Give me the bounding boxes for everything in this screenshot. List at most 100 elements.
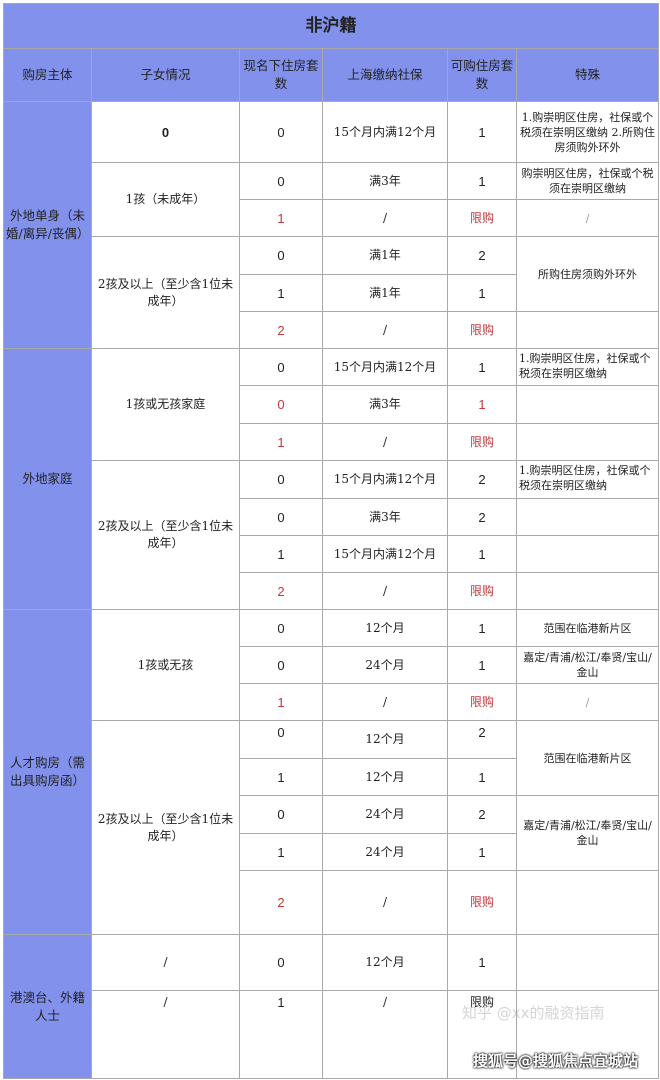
house-count: 1	[239, 833, 323, 871]
social-security: /	[322, 199, 448, 237]
children-status: /	[91, 934, 240, 991]
table-row: /1/限购	[4, 990, 660, 1079]
social-security: 12个月	[322, 934, 448, 991]
social-security: /	[322, 683, 448, 721]
table-row: 1/限购 /	[4, 199, 660, 237]
purchasable-count: 限购	[447, 683, 517, 721]
social-security: /	[322, 423, 448, 461]
header-buy: 可购住房套数	[447, 48, 517, 102]
house-count: 0	[239, 236, 323, 275]
special-note	[515, 423, 660, 461]
special-note: 范围在临港新片区	[515, 720, 660, 796]
table-row: 1 满1年 1	[4, 274, 659, 312]
purchasable-count: 限购	[447, 199, 517, 237]
policy-table: 非沪籍 购房主体 子女情况 现名下住房套数 上海缴纳社保 可购住房套数 特殊 外…	[2, 3, 660, 1079]
purchasable-count: 限购	[447, 572, 517, 610]
purchaser-type: 港澳台、外籍人士	[3, 934, 92, 1079]
table-row: 1/限购	[4, 423, 660, 461]
special-note	[515, 311, 660, 349]
purchasable-count: 1	[447, 609, 517, 647]
purchasable-count: 1	[447, 348, 517, 386]
house-count: 0	[239, 609, 323, 647]
special-note	[515, 385, 660, 424]
table-row: 0 24个月 2 嘉定/青浦/松江/奉贤/宝山/金山	[4, 795, 660, 871]
purchasable-count: 限购	[447, 990, 517, 1079]
table-row: 1/限购 /	[4, 683, 660, 721]
special-note: 嘉定/青浦/松江/奉贤/宝山/金山	[515, 646, 660, 684]
house-count: 0	[239, 101, 323, 163]
social-security: 12个月	[322, 758, 448, 796]
special-note: 范围在临港新片区	[515, 609, 660, 647]
social-security: 24个月	[322, 833, 448, 871]
table-row: 2孩及以上（至少含1位未成年） 0 满1年 2 所购住房须购外环外	[4, 236, 660, 349]
special-note: 1.购崇明区住房，社保或个税须在崇明区缴纳	[515, 460, 660, 499]
house-count: 1	[239, 683, 323, 721]
special-note: 所购住房须购外环外	[515, 236, 660, 312]
purchasable-count: 1	[447, 535, 517, 573]
house-count: 1	[239, 990, 323, 1079]
purchasable-count: 2	[447, 236, 517, 275]
social-security: 满3年	[322, 385, 448, 424]
table-row: 0 满3年 1	[4, 385, 660, 424]
table-row: 外地家庭 1孩或无孩家庭 0 15个月内满12个月 1 1.购崇明区住房，社保或个税须在崇…	[3, 348, 660, 610]
purchasable-count: 1	[447, 274, 517, 312]
purchasable-count: 1	[447, 101, 517, 163]
social-security: 12个月	[322, 609, 448, 647]
social-security: 15个月内满12个月	[322, 535, 448, 573]
children-status: /	[91, 990, 240, 1079]
header-subject: 购房主体	[3, 48, 92, 102]
house-count: 0	[239, 385, 323, 424]
house-count: 0	[239, 348, 323, 386]
table-row: 港澳台、外籍人士/0 12个月 1	[3, 934, 660, 1079]
house-count: 0	[239, 795, 323, 834]
house-count: 1	[239, 423, 323, 461]
purchasable-count: 1	[447, 162, 517, 200]
social-security: 满1年	[322, 274, 448, 312]
header-houses: 现名下住房套数	[239, 48, 323, 102]
table-row: 0 满3年 2	[4, 498, 660, 536]
house-count: 0	[239, 162, 323, 200]
social-security: 12个月	[322, 720, 448, 759]
header-children: 子女情况	[91, 48, 240, 102]
social-security: /	[322, 870, 448, 935]
house-count: 1	[239, 199, 323, 237]
children-status: 2孩及以上（至少含1位未成年）	[91, 460, 240, 610]
social-security: 15个月内满12个月	[322, 460, 448, 499]
house-count: 0	[239, 646, 323, 684]
social-security: /	[322, 311, 448, 349]
purchasable-count: 2	[447, 498, 517, 536]
table-row: 2孩及以上（至少含1位未成年） 0 12个月 2 范围在临港新片区	[4, 720, 660, 935]
table-title: 非沪籍	[2, 3, 660, 49]
special-note: 购崇明区住房，社保或个税须在崇明区缴纳	[515, 162, 660, 200]
watermark-zhihu: 知乎 @xx的融资指南	[462, 1004, 605, 1022]
table-row: 2/限购	[4, 572, 660, 610]
purchaser-type: 外地家庭	[3, 348, 92, 610]
children-status: 1孩或无孩家庭	[91, 348, 240, 461]
purchasable-count: 限购	[447, 870, 517, 935]
social-security: 24个月	[322, 646, 448, 684]
watermark-sohu: 搜狐号@搜狐焦点宜城站	[473, 1052, 639, 1070]
house-count: 0	[239, 934, 323, 991]
table-row: 1 12个月 1	[4, 758, 659, 796]
purchasable-count: 2	[447, 720, 517, 759]
social-security: /	[322, 990, 448, 1079]
house-count: 2	[239, 572, 323, 610]
special-note: 嘉定/青浦/松江/奉贤/宝山/金山	[515, 795, 660, 871]
purchasable-count: 2	[447, 460, 517, 499]
table-row: 2/限购	[4, 870, 660, 935]
house-count: 0	[239, 460, 323, 499]
table-row: 外地单身（未婚/离异/丧偶） 0 0 15个月内满12个月 1 1.购崇明区住房，社保或个…	[3, 101, 660, 349]
social-security: 15个月内满12个月	[322, 348, 448, 386]
purchaser-type: 人才购房（需出具购房函）	[3, 609, 92, 935]
house-count: 1	[239, 274, 323, 312]
header-special: 特殊	[515, 48, 660, 102]
purchasable-count: 1	[447, 385, 517, 424]
children-status: 2孩及以上（至少含1位未成年）	[91, 236, 240, 349]
table-row: 1 24个月 1	[4, 833, 659, 871]
purchasable-count: 1	[447, 646, 517, 684]
purchaser-type: 外地单身（未婚/离异/丧偶）	[3, 101, 92, 349]
children-status: 2孩及以上（至少含1位未成年）	[91, 720, 240, 935]
children-status: 0	[91, 101, 240, 163]
house-count: 0	[239, 720, 323, 759]
table-row: 人才购房（需出具购房函） 1孩或无孩 0 12个月 1 范围在临港新片区	[3, 609, 660, 935]
